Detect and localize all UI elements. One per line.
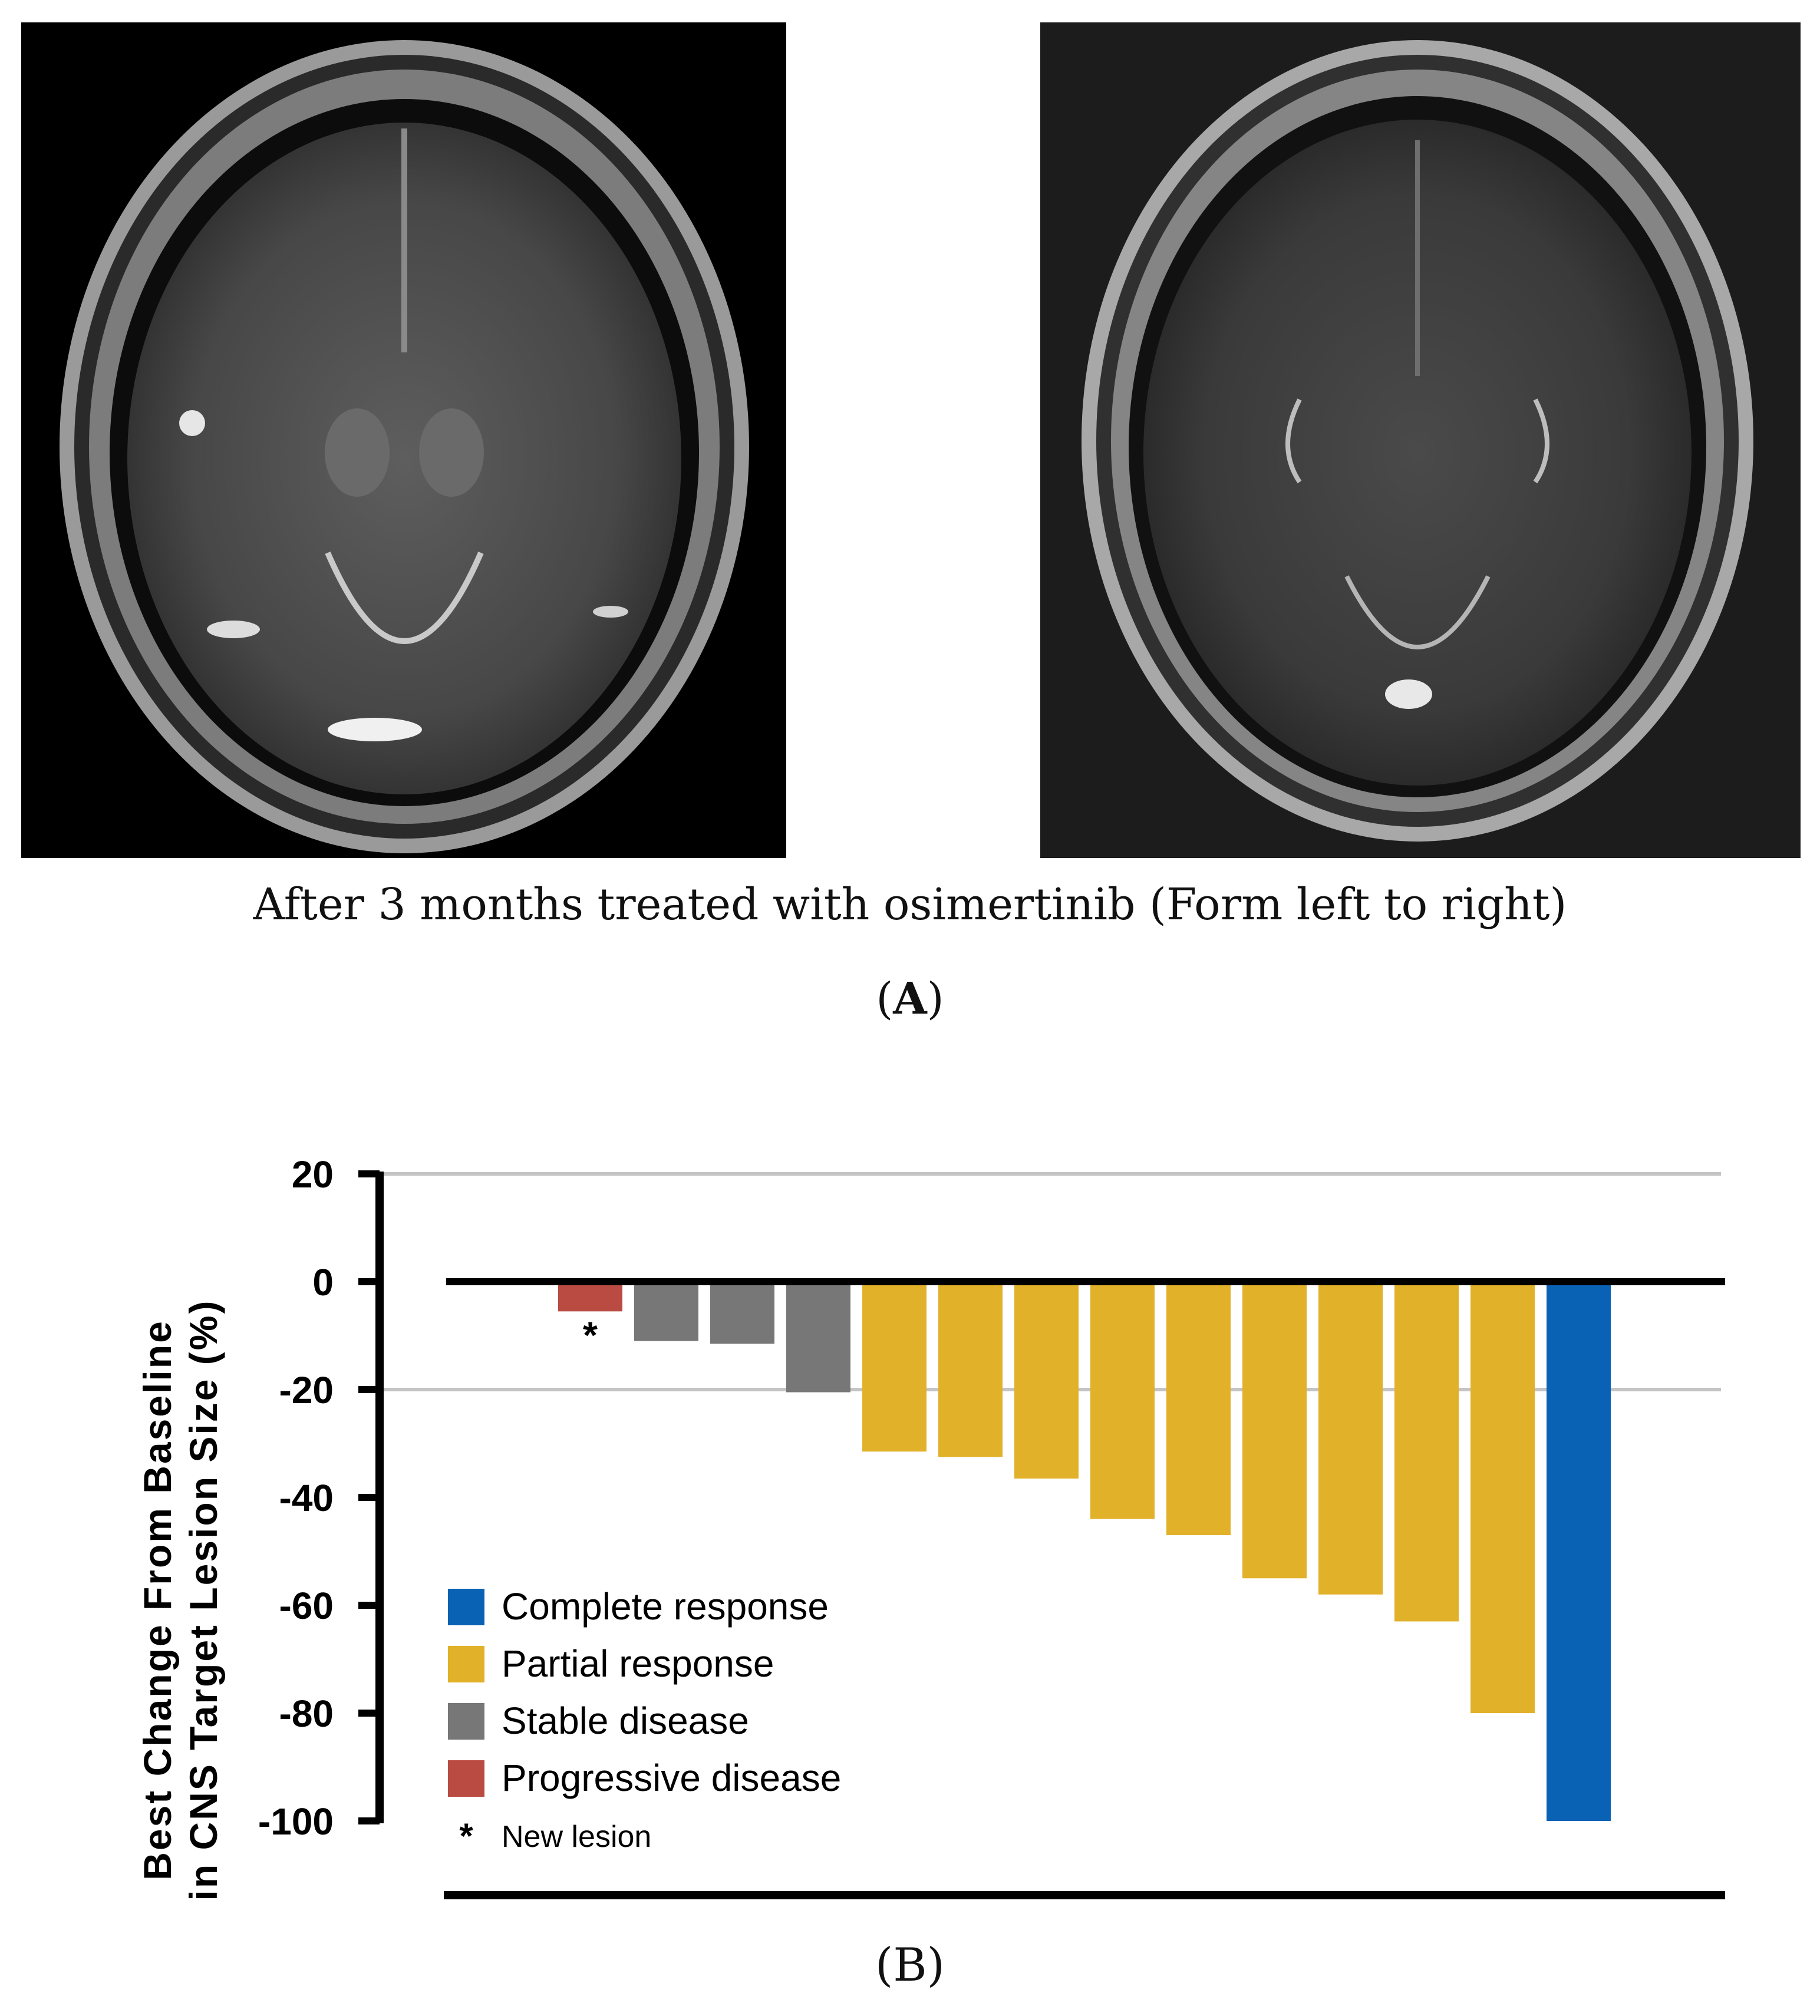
legend: Complete response Partial response Stable … — [448, 1585, 841, 1856]
y-tick-label: -60 — [279, 1585, 334, 1627]
bars: * — [444, 1278, 1725, 1899]
mri-image-right — [1040, 22, 1801, 858]
legend-swatch — [448, 1646, 484, 1682]
y-axis-label-line1: Best Change From Baseline — [136, 1319, 179, 1880]
legend-note-marker: * — [459, 1816, 473, 1856]
panel-a-label: (A) — [0, 974, 1820, 1024]
bar — [1166, 1282, 1231, 1536]
panel-a-close-paren: ) — [927, 974, 944, 1024]
bar — [1090, 1282, 1155, 1519]
bar — [634, 1282, 698, 1341]
mri-image-left — [21, 22, 786, 858]
bar — [1014, 1282, 1079, 1479]
legend-label: Stable disease — [502, 1700, 749, 1742]
legend-swatch — [448, 1703, 484, 1740]
legend-swatch — [448, 1760, 484, 1797]
legend-label: Progressive disease — [502, 1757, 841, 1799]
bar — [938, 1282, 1003, 1457]
new-lesion-marker: * — [583, 1314, 598, 1356]
bar — [710, 1282, 774, 1344]
bar — [558, 1282, 622, 1312]
bar — [1394, 1282, 1459, 1622]
bar — [1547, 1282, 1611, 1821]
panel-a-letter: A — [893, 974, 927, 1024]
waterfall-chart: * 20 0 -20 -40 -60 -80 -100 Best Change From B… — [136, 1153, 1725, 1901]
legend-label: Partial response — [502, 1642, 774, 1685]
y-tick-label: 0 — [312, 1261, 334, 1304]
panel-a-open-paren: ( — [876, 974, 893, 1024]
y-tick-label: 20 — [292, 1153, 334, 1196]
panel-a-caption: After 3 months treated with osimertinib … — [253, 879, 1567, 930]
y-axis: 20 0 -20 -40 -60 -80 -100 — [258, 1153, 384, 1843]
y-tick-label: -40 — [279, 1477, 334, 1519]
bar — [862, 1282, 927, 1452]
legend-note-text: New lesion — [502, 1820, 651, 1854]
y-axis-label-line2: in CNS Target Lesion Size (%) — [182, 1299, 225, 1901]
legend-swatch — [448, 1589, 484, 1625]
y-tick-label: -20 — [279, 1369, 334, 1411]
panel-b-label: (B) — [875, 1939, 945, 1992]
legend-label: Complete response — [502, 1585, 829, 1628]
bar — [1318, 1282, 1383, 1595]
y-tick-label: -100 — [258, 1800, 334, 1843]
bar — [786, 1282, 850, 1393]
bar — [1242, 1282, 1307, 1579]
y-tick-label: -80 — [279, 1692, 334, 1735]
bar — [1470, 1282, 1535, 1713]
